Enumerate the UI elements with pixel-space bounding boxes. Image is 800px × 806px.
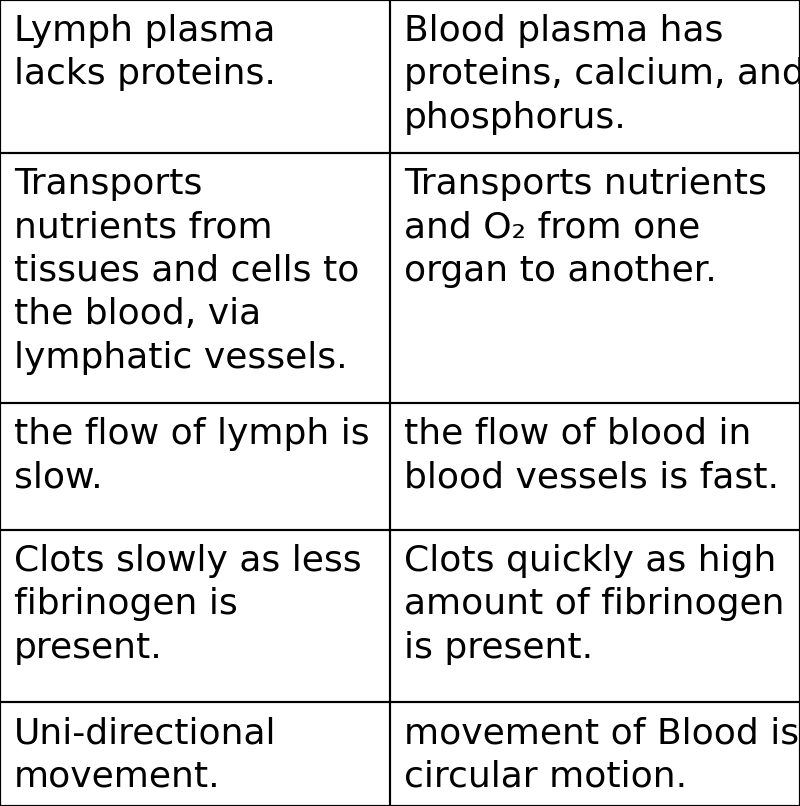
Bar	[0, 702, 390, 806]
Text: the flow of blood in
blood vessels is fast.: the flow of blood in blood vessels is fa…	[404, 417, 779, 494]
Text: Transports
nutrients from
tissues and cells to
the blood, via
lymphatic vessels.: Transports nutrients from tissues and ce…	[14, 167, 359, 375]
Text: movement of Blood is
circular motion.: movement of Blood is circular motion.	[404, 716, 799, 793]
Bar	[390, 153, 800, 403]
Text: Blood plasma has
proteins, calcium, and
phosphorus.: Blood plasma has proteins, calcium, and …	[404, 14, 800, 135]
Text: Transports nutrients
and O₂ from one
organ to another.: Transports nutrients and O₂ from one org…	[404, 167, 767, 288]
Text: Clots slowly as less
fibrinogen is
present.: Clots slowly as less fibrinogen is prese…	[14, 544, 362, 665]
Text: Clots quickly as high
amount of fibrinogen
is present.: Clots quickly as high amount of fibrinog…	[404, 544, 785, 665]
Bar	[0, 153, 390, 403]
Text: the flow of lymph is
slow.: the flow of lymph is slow.	[14, 417, 370, 494]
Bar	[0, 403, 390, 530]
Bar	[390, 403, 800, 530]
Bar	[390, 702, 800, 806]
Bar	[390, 0, 800, 153]
Bar	[0, 0, 390, 153]
Bar	[0, 530, 390, 702]
Text: Uni-directional
movement.: Uni-directional movement.	[14, 716, 277, 793]
Bar	[390, 530, 800, 702]
Text: Lymph plasma
lacks proteins.: Lymph plasma lacks proteins.	[14, 14, 276, 91]
